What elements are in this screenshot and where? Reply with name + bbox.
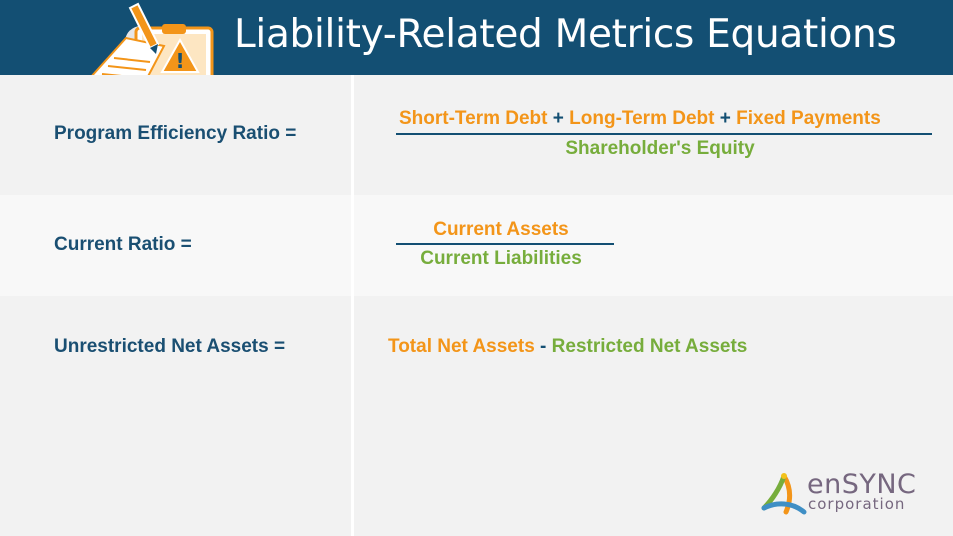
left-term: Total Net Assets [388, 336, 535, 357]
fraction-bar [396, 133, 932, 135]
equation-row-program-efficiency [0, 75, 953, 195]
logo-subtitle: corporation [808, 495, 906, 513]
logo-name: enSYNC [807, 469, 917, 500]
page-title: Liability-Related Metrics Equations [234, 12, 897, 57]
plus-operator: + [552, 108, 564, 129]
unrestricted-net-assets-equation: Total Net Assets - Restricted Net Assets [388, 336, 747, 358]
current-ratio-numerator: Current Assets [433, 219, 569, 240]
program-efficiency-label: Program Efficiency Ratio = [54, 123, 297, 144]
program-efficiency-numerator: Short-Term Debt + Long-Term Debt + Fixed… [399, 108, 881, 130]
numerator-term: Long-Term Debt [569, 108, 715, 129]
ensync-logo-icon [761, 473, 807, 515]
column-divider [351, 75, 354, 536]
plus-operator: + [719, 108, 731, 129]
program-efficiency-denominator: Shareholder's Equity [565, 138, 755, 159]
current-ratio-denominator: Current Liabilities [420, 248, 582, 269]
current-ratio-label: Current Ratio = [54, 234, 192, 255]
svg-text:!: ! [175, 49, 184, 73]
unrestricted-net-assets-label: Unrestricted Net Assets = [54, 336, 286, 357]
minus-operator: - [540, 336, 547, 357]
numerator-term: Short-Term Debt [399, 108, 548, 129]
numerator-term: Fixed Payments [736, 108, 881, 129]
equation-row-current-ratio [0, 195, 953, 296]
right-term: Restricted Net Assets [551, 336, 748, 357]
fraction-bar [396, 243, 614, 245]
equation-row-unrestricted-net-assets [0, 296, 953, 536]
